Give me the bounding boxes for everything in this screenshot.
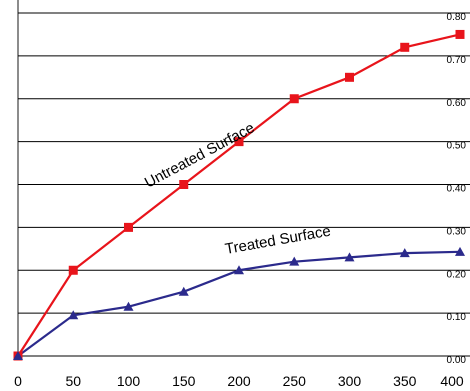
x-tick-label: 50 xyxy=(65,373,81,389)
y-axis-ticks: 0.00 0.10 0.20 0.30 0.40 0.50 0.60 0.70 0.80 xyxy=(447,12,467,366)
x-tick-label: 350 xyxy=(393,373,417,389)
untreated-point xyxy=(289,94,299,104)
series-line-untreated xyxy=(17,33,461,357)
y-tick-label: 0.40 xyxy=(447,184,467,195)
x-tick-label: 200 xyxy=(227,373,251,389)
y-tick-label: 0.80 xyxy=(447,12,467,23)
x-tick-label: 0 xyxy=(14,373,22,389)
x-tick-label: 150 xyxy=(172,373,196,389)
untreated-point xyxy=(455,29,465,39)
y-tick-label: 0.10 xyxy=(447,312,467,323)
grid xyxy=(17,0,470,357)
treated-point xyxy=(289,256,300,266)
y-tick-label: 0.30 xyxy=(447,226,467,237)
treated-point xyxy=(68,310,79,320)
treated-point xyxy=(344,252,355,262)
treated-point xyxy=(178,286,189,296)
y-tick-label: 0.50 xyxy=(447,141,467,152)
y-tick-label: 0.60 xyxy=(447,98,467,109)
treated-point xyxy=(13,351,23,360)
y-tick-label: 0.20 xyxy=(447,269,467,280)
treated-point xyxy=(455,246,465,256)
treated-surface-annotation: Treated Surface xyxy=(224,223,332,258)
untreated-point xyxy=(234,137,244,147)
y-tick-label: 0.70 xyxy=(447,55,467,66)
series-markers xyxy=(13,29,465,361)
x-tick-label: 300 xyxy=(338,373,362,389)
untreated-point xyxy=(124,222,133,232)
x-tick-label: 400 xyxy=(440,373,464,389)
untreated-point xyxy=(400,42,410,52)
untreated-point xyxy=(68,265,78,275)
treated-point xyxy=(123,301,134,311)
treated-point xyxy=(399,248,410,258)
untreated-surface-annotation: Untreated Surface xyxy=(142,119,257,191)
x-tick-label: 100 xyxy=(117,373,141,389)
series-lines xyxy=(17,33,461,357)
x-axis-ticks: 0 50 100 150 200 250 300 350 400 xyxy=(14,373,464,389)
treated-point xyxy=(234,265,244,275)
x-tick-label: 250 xyxy=(283,373,307,389)
untreated-point xyxy=(179,180,189,189)
y-tick-label: 0.00 xyxy=(447,355,467,366)
untreated-point xyxy=(345,72,354,82)
